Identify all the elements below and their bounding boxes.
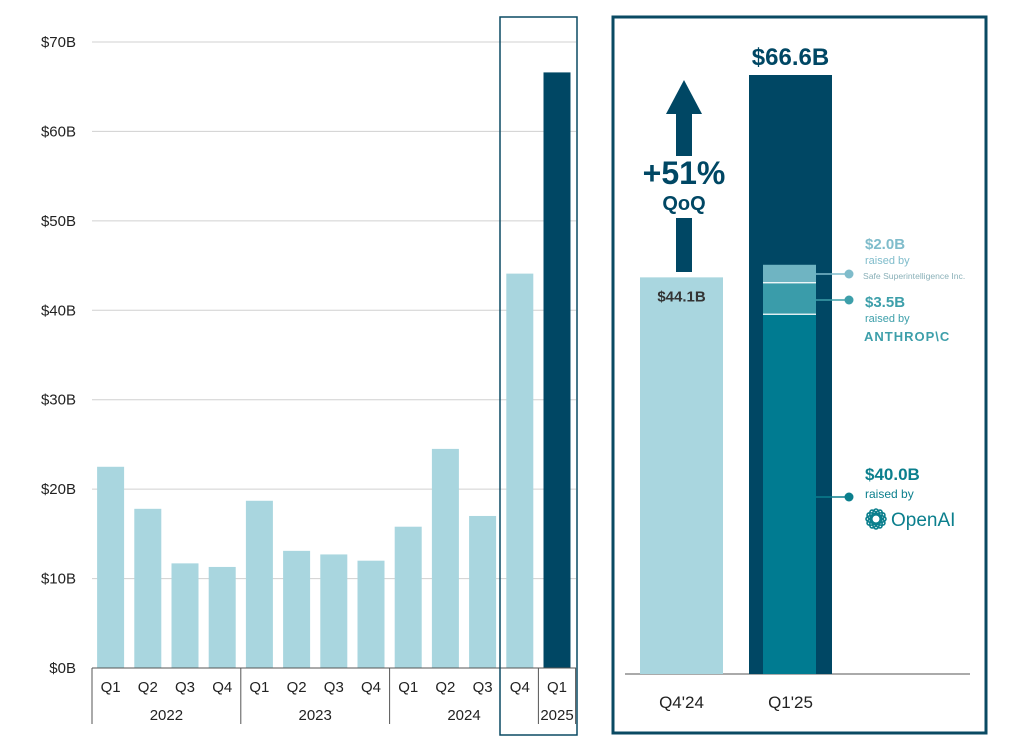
- openai-amount: $40.0B: [865, 465, 920, 484]
- x-tick-label: Q4: [212, 679, 232, 696]
- x-tick-label: Q1: [398, 679, 418, 696]
- quarterly-bars: [97, 72, 571, 669]
- openai-brand: OpenAI: [891, 510, 955, 531]
- x-tick-label: Q2: [287, 679, 307, 696]
- growth-arrow-shaft-bottom: [676, 218, 692, 272]
- ssi-callout-dot: [844, 269, 854, 279]
- year-label: 2023: [299, 707, 332, 724]
- bar-q1-25-value-label: $66.6B: [752, 44, 829, 71]
- bar: [506, 273, 534, 668]
- openai-logo-petal: [866, 512, 886, 526]
- anthropic-caption: raised by: [865, 313, 910, 325]
- y-tick-label: $30B: [41, 392, 76, 409]
- growth-arrow-shaft-top: [676, 112, 692, 156]
- x-tick-label: Q3: [473, 679, 493, 696]
- segment-openai: [763, 314, 816, 674]
- x-tick-label: Q2: [435, 679, 455, 696]
- detail-x-label: Q4'24: [659, 693, 704, 712]
- bar: [357, 560, 385, 668]
- bar: [431, 448, 459, 668]
- segment-safe-superintelligence-inc-: [763, 264, 816, 283]
- ssi-caption: raised by: [865, 255, 910, 267]
- openai-caption: raised by: [865, 487, 914, 501]
- bar: [543, 72, 571, 669]
- growth-period-label: QoQ: [662, 193, 705, 215]
- x-tick-label: Q1: [101, 679, 121, 696]
- x-tick-label: Q4: [361, 679, 381, 696]
- x-tick-label: Q4: [510, 679, 530, 696]
- anthropic-callout-dot: [844, 295, 854, 305]
- bar: [469, 515, 497, 668]
- bar: [171, 563, 199, 668]
- y-tick-label: $60B: [41, 123, 76, 140]
- x-tick-label: Q2: [138, 679, 158, 696]
- x-tick-label: Q3: [324, 679, 344, 696]
- bar: [245, 500, 273, 668]
- anthropic-amount: $3.5B: [865, 294, 905, 311]
- y-tick-label: $10B: [41, 571, 76, 588]
- bar-q4-24: [640, 277, 723, 674]
- segment-anthropic: [763, 282, 816, 315]
- year-label: 2025: [540, 707, 573, 724]
- highlight-frame: [499, 16, 578, 736]
- openai-callout-dot: [844, 492, 854, 502]
- bar: [283, 550, 311, 668]
- year-label: 2024: [447, 707, 480, 724]
- y-tick-label: $20B: [41, 481, 76, 498]
- bar: [320, 554, 348, 668]
- year-label: 2022: [150, 707, 183, 724]
- bar: [208, 566, 236, 668]
- x-tick-label: Q3: [175, 679, 195, 696]
- growth-arrow-head: [666, 80, 702, 114]
- ssi-brand: Safe Superintelligence Inc.: [863, 271, 965, 281]
- y-tick-label: $50B: [41, 213, 76, 230]
- grid-layer: $0B $10B $20B $30B $40B $50B $60B $70B: [41, 34, 576, 677]
- bar: [394, 526, 422, 668]
- x-axis: Q1 Q2 Q3 Q4 Q1 Q2 Q3 Q4 Q1 Q2 Q3 Q4 Q1 2022 2023 2024 20…: [91, 667, 577, 724]
- anthropic-brand: ANTHROP\C: [864, 329, 950, 344]
- x-tick-label: Q1: [547, 679, 567, 696]
- y-tick-label: $70B: [41, 34, 76, 51]
- y-tick-label: $40B: [41, 302, 76, 319]
- detail-panel: $44.1B $66.6B Q4'24 Q1'25 $40.0B raised by Ope…: [625, 44, 970, 712]
- bar: [97, 466, 125, 668]
- ssi-amount: $2.0B: [865, 236, 905, 253]
- detail-panel-frame: [611, 15, 988, 735]
- openai-logo-icon: [865, 508, 887, 530]
- bar: [134, 508, 162, 668]
- y-tick-label: $0B: [49, 660, 76, 677]
- detail-x-label: Q1'25: [768, 693, 813, 712]
- growth-percent-label: +51%: [643, 155, 726, 191]
- bar-q4-24-value-label: $44.1B: [657, 288, 706, 305]
- x-tick-label: Q1: [249, 679, 269, 696]
